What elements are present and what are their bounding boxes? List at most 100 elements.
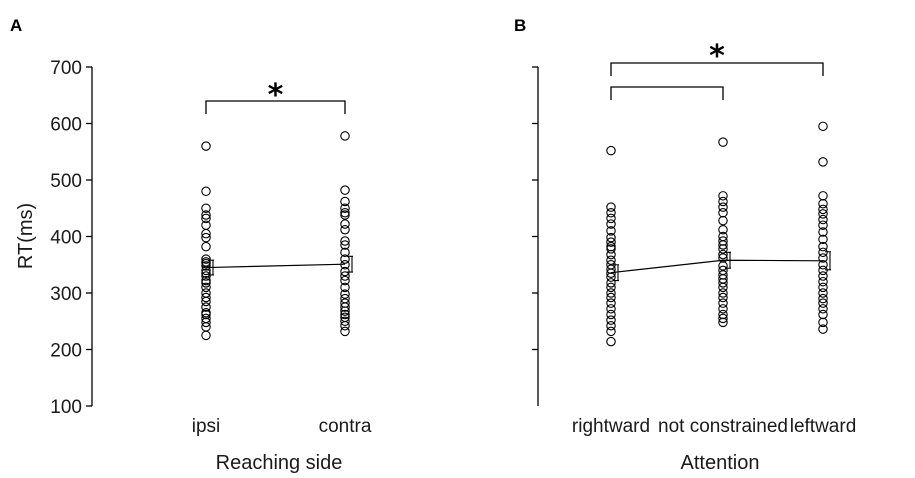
y-tick-label: 100 bbox=[50, 397, 82, 418]
data-point bbox=[718, 270, 728, 280]
data-point bbox=[340, 326, 350, 337]
error-bar bbox=[725, 251, 731, 269]
data-point bbox=[718, 292, 728, 303]
data-point bbox=[201, 220, 211, 230]
data-point bbox=[201, 268, 211, 278]
data-point bbox=[340, 312, 350, 323]
panel-letter-B: B bbox=[514, 16, 526, 35]
data-point bbox=[340, 309, 350, 320]
significance-bracket bbox=[610, 86, 724, 100]
data-point bbox=[606, 278, 616, 288]
data-point bbox=[606, 282, 616, 293]
data-point bbox=[818, 157, 828, 167]
data-point bbox=[606, 237, 616, 247]
data-point bbox=[606, 298, 616, 308]
significance-bracket bbox=[205, 100, 346, 114]
data-point bbox=[201, 308, 211, 318]
data-point bbox=[340, 298, 350, 308]
data-point bbox=[818, 247, 828, 258]
data-point bbox=[340, 185, 350, 195]
data-point bbox=[340, 316, 350, 326]
data-point bbox=[201, 330, 211, 341]
data-point bbox=[606, 321, 616, 331]
data-point bbox=[340, 266, 350, 277]
mean-line bbox=[610, 259, 824, 274]
data-point bbox=[340, 275, 350, 286]
data-point bbox=[718, 265, 728, 276]
data-point bbox=[201, 313, 211, 324]
data-point bbox=[340, 247, 350, 258]
data-point bbox=[606, 219, 616, 229]
data-point bbox=[718, 313, 728, 324]
data-point bbox=[201, 278, 211, 288]
data-point bbox=[201, 210, 211, 220]
mean-line bbox=[205, 263, 346, 269]
data-point bbox=[606, 309, 616, 320]
data-point bbox=[818, 234, 828, 245]
data-point bbox=[606, 292, 616, 303]
y-tick-label: 700 bbox=[50, 58, 82, 79]
data-point bbox=[818, 227, 828, 237]
data-point bbox=[340, 236, 350, 246]
data-point bbox=[201, 232, 211, 243]
x-tick-label: ipsi bbox=[192, 416, 221, 437]
data-point bbox=[340, 289, 350, 299]
significance-bracket bbox=[610, 62, 824, 76]
data-point bbox=[818, 309, 828, 320]
y-tick-label: 400 bbox=[50, 228, 82, 249]
data-point bbox=[606, 213, 616, 224]
data-point bbox=[818, 324, 828, 334]
data-point bbox=[718, 137, 728, 147]
data-point bbox=[201, 302, 211, 312]
data-point bbox=[818, 288, 828, 298]
data-point bbox=[818, 304, 828, 314]
data-point bbox=[818, 198, 828, 209]
data-point bbox=[340, 208, 350, 218]
data-point bbox=[818, 204, 828, 215]
data-point bbox=[818, 214, 828, 225]
data-point bbox=[606, 288, 616, 298]
data-point bbox=[340, 196, 350, 207]
data-point bbox=[201, 241, 211, 252]
data-point bbox=[718, 304, 728, 314]
data-point bbox=[718, 215, 728, 226]
data-point bbox=[340, 224, 350, 235]
data-point bbox=[201, 271, 211, 281]
data-point bbox=[606, 304, 616, 314]
data-point bbox=[201, 257, 211, 267]
data-point bbox=[201, 282, 211, 293]
data-point bbox=[718, 253, 728, 263]
x-tick-label: contra bbox=[319, 416, 372, 437]
x-axis-title: Attention bbox=[681, 452, 760, 474]
data-point bbox=[201, 254, 211, 264]
data-point bbox=[340, 293, 350, 304]
error-bar bbox=[613, 264, 619, 282]
data-point bbox=[718, 249, 728, 260]
data-point bbox=[340, 271, 350, 281]
error-bar bbox=[825, 251, 831, 271]
data-point bbox=[718, 309, 728, 320]
data-point bbox=[818, 293, 828, 304]
data-point bbox=[606, 232, 616, 243]
data-point bbox=[606, 336, 616, 347]
panel-letter-A: A bbox=[10, 16, 22, 35]
data-point bbox=[340, 282, 350, 293]
data-point bbox=[818, 253, 828, 263]
data-point bbox=[718, 298, 728, 308]
data-point bbox=[718, 224, 728, 235]
significance-star: * bbox=[268, 78, 284, 113]
data-point bbox=[606, 264, 616, 275]
data-point bbox=[606, 244, 616, 254]
data-point bbox=[340, 131, 350, 141]
data-point bbox=[606, 226, 616, 236]
data-point bbox=[718, 288, 728, 298]
data-point bbox=[818, 282, 828, 293]
data-point bbox=[818, 276, 828, 287]
data-point bbox=[201, 275, 211, 286]
data-point bbox=[606, 255, 616, 265]
y-tick-label: 500 bbox=[50, 171, 82, 192]
data-point bbox=[718, 208, 728, 218]
x-tick-label: not constrained bbox=[658, 416, 788, 437]
data-point bbox=[606, 208, 616, 218]
data-point bbox=[201, 203, 211, 214]
